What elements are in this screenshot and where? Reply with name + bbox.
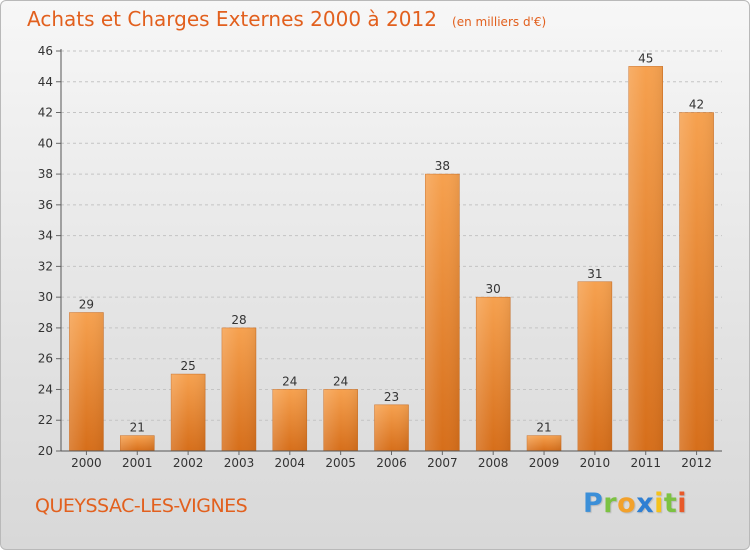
bar-shine-2000 [69,312,104,451]
x-tick-label-2005: 2005 [325,456,356,470]
x-tick-label-2011: 2011 [630,456,661,470]
x-tick-label-2001: 2001 [122,456,153,470]
y-tick-label: 30 [38,290,53,304]
value-label-2004: 24 [282,374,297,388]
x-tick-label-2008: 2008 [478,456,509,470]
x-tick-label-2009: 2009 [529,456,560,470]
bar-shine-2001 [120,435,155,451]
bar-shine-2010 [577,281,612,451]
y-tick-label: 20 [38,444,53,458]
bar-shine-2005 [323,389,358,451]
x-tick-label-2002: 2002 [173,456,204,470]
value-label-2007: 38 [435,159,450,173]
y-tick-label: 40 [38,136,53,150]
y-tick-label: 32 [38,259,53,273]
value-label-2011: 45 [638,51,653,65]
value-label-2006: 23 [384,390,399,404]
value-label-2008: 30 [486,282,501,296]
chart-subtitle: (en milliers d'€) [452,15,547,29]
commune-name: QUEYSSAC-LES-VIGNES [35,495,248,517]
y-tick-label: 24 [38,382,53,396]
x-tick-label-2004: 2004 [275,456,306,470]
value-label-2010: 31 [587,267,602,281]
bar-shine-2007 [425,174,460,452]
x-tick-label-2012: 2012 [681,456,712,470]
y-tick-label: 36 [38,198,53,212]
value-label-2002: 25 [180,359,195,373]
x-tick-label-2003: 2003 [224,456,255,470]
bar-shine-2002 [171,374,206,451]
bar-shine-2003 [221,327,256,451]
y-tick-label: 44 [38,75,53,89]
y-tick-label: 22 [38,413,53,427]
value-label-2001: 21 [130,421,145,435]
x-tick-label-2007: 2007 [427,456,458,470]
value-label-2005: 24 [333,374,348,388]
proxiti-logo: Proxiti [583,488,688,519]
value-label-2003: 28 [231,313,246,327]
chart-title: Achats et Charges Externes 2000 à 2012 [27,7,437,31]
labels-layer: 20 22 24 26 28 30 32 34 36 38 40 42 44 46 29 2000 21 2001… [38,44,712,470]
y-tick-label: 42 [38,106,53,120]
y-tick-label: 28 [38,321,53,335]
title-row: Achats et Charges Externes 2000 à 2012 (… [27,7,546,31]
value-label-2009: 21 [536,421,551,435]
value-label-2000: 29 [79,298,94,312]
bar-shine-2008 [476,297,511,451]
bar-shine-2012 [679,112,714,452]
x-tick-label-2010: 2010 [580,456,611,470]
bars-layer [69,66,714,452]
x-tick-label-2006: 2006 [376,456,407,470]
axis-layer [56,49,722,455]
x-tick-label-2000: 2000 [71,456,102,470]
bar-shine-2009 [527,435,562,451]
value-label-2012: 42 [689,98,704,112]
y-tick-label: 26 [38,352,53,366]
y-tick-label: 34 [38,229,53,243]
bar-shine-2011 [628,66,663,451]
y-tick-label: 46 [38,44,53,58]
y-tick-label: 38 [38,167,53,181]
bar-shine-2006 [374,404,409,451]
bar-shine-2004 [272,389,307,451]
